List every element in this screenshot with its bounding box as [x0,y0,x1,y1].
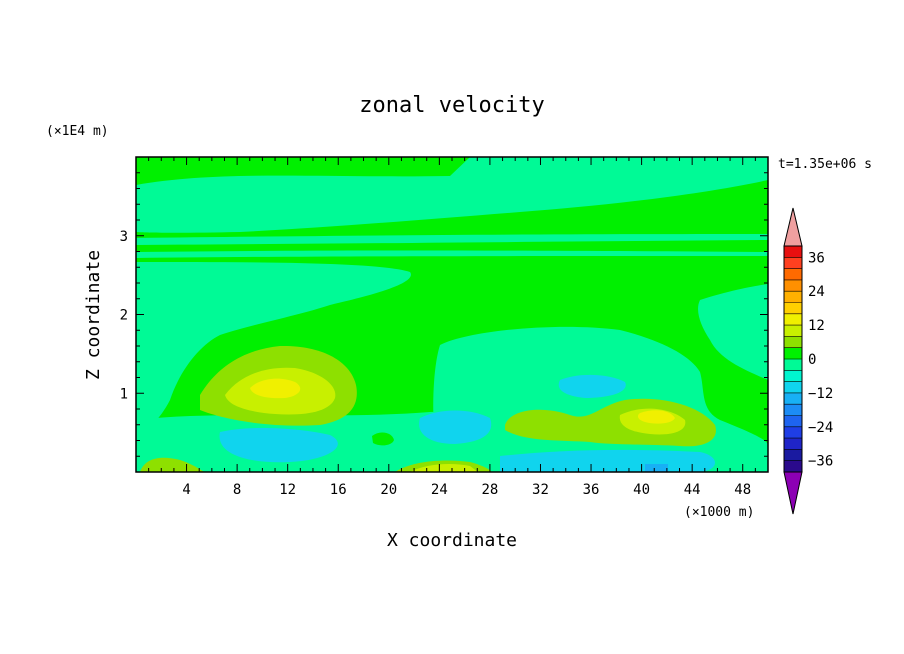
x-axis-label: X coordinate [387,530,517,551]
colorbar-label: 24 [808,284,825,300]
contour-lobe-left-core [250,378,301,399]
colorbar-segment [784,279,802,292]
x-tick-label: 44 [684,482,701,498]
x-tick-label: 36 [583,482,600,498]
colorbar-segment [784,246,802,258]
colorbar-segment [784,347,802,360]
contour-field [136,157,768,472]
x-tick-label: 8 [233,482,241,498]
colorbar-segment [784,257,802,269]
contour-cyan-right-top [558,374,626,398]
x-tick-label: 24 [431,482,448,498]
colorbar-segment [784,291,802,303]
colorbar-segment [784,336,802,348]
contour-band-stripe-1 [136,234,768,245]
contour-green-spot [372,432,394,446]
x-tick-label: 20 [380,482,397,498]
x-tick-label: 16 [330,482,347,498]
x-tick-label: 40 [633,482,650,498]
x-axis: 4 8 12 16 20 24 28 32 36 40 44 48 [148,157,756,498]
colorbar-segment [784,359,802,371]
colorbar-over-triangle [783,207,803,247]
contour-band-upper [136,157,768,233]
colorbar-segment [784,302,802,315]
x-tick-label: 28 [481,482,498,498]
contour-cyan-center [419,410,492,444]
colorbar-label: −24 [808,420,833,436]
x-tick-label: 48 [734,482,751,498]
colorbar-segment [784,392,802,405]
colorbar-segment [784,313,802,326]
contour-band-right-edge [698,284,768,380]
colorbar-label: 36 [808,250,825,266]
colorbar-segment [784,460,802,473]
y-units-label: (×1E4 m) [46,124,109,139]
contour-blue-core [645,464,668,472]
colorbar-segment [784,370,802,382]
colorbar-segment [784,426,802,439]
x-units-label: (×1000 m) [684,505,754,520]
y-tick-label: 1 [120,386,128,402]
x-tick-label: 12 [279,482,296,498]
colorbar: 36 24 12 0 −12 −24 −36 [783,207,833,515]
colorbar-segment [784,415,802,428]
contour-cyan-bottom [500,449,715,472]
colorbar-segment [784,268,802,281]
y-axis-label: Z coordinate [83,250,104,380]
chart-title: zonal velocity [359,93,544,118]
y-tick-label: 3 [120,229,128,245]
colorbar-under-triangle [783,471,803,515]
y-axis: 1 2 3 [120,172,768,457]
contour-band-mid [136,262,411,440]
colorbar-segment [784,404,802,416]
colorbar-label: −36 [808,454,833,470]
x-tick-label: 32 [532,482,549,498]
colorbar-segment [784,438,802,450]
colorbar-segment [784,381,802,394]
x-tick-label: 4 [182,482,190,498]
contour-band-stripe-2 [136,250,768,258]
time-label: t=1.35e+06 s [778,157,872,172]
colorbar-label: 12 [808,318,825,334]
colorbar-label: 0 [808,352,816,368]
colorbar-label: −12 [808,386,833,402]
contour-lobe-right-core [637,410,675,424]
contour-cyan-center-left [219,428,338,463]
colorbar-segment [784,449,802,461]
y-tick-label: 2 [120,308,128,324]
colorbar-segment [784,325,802,337]
contour-lobe-bottom-left [140,457,205,472]
